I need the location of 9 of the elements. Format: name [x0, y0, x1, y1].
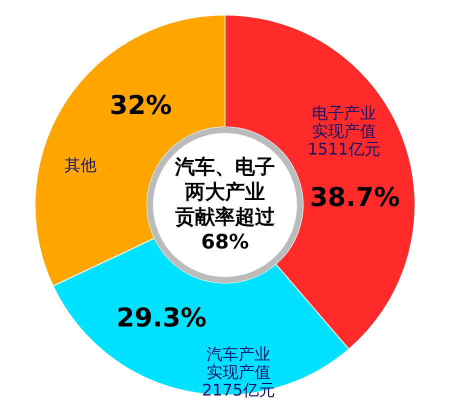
data-label: 32%: [110, 91, 172, 122]
text: 两大产业: [184, 180, 265, 204]
text: 汽车、电子: [174, 154, 275, 178]
text: 贡献率超过: [175, 204, 276, 228]
slice-label: 其他: [64, 156, 96, 175]
data-label: 38.7%: [310, 182, 400, 213]
slice-label: 电子产业实现产值1511亿元: [308, 104, 380, 159]
text: 68%: [201, 230, 249, 254]
data-label: 29.3%: [116, 303, 207, 334]
